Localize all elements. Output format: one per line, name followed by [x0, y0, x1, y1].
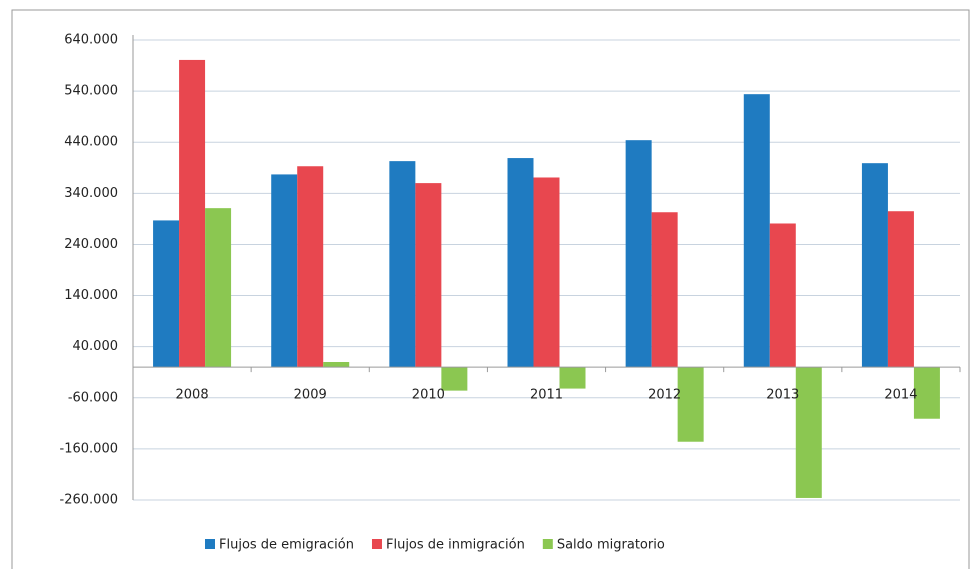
y-tick-label: -160.000 [60, 441, 118, 456]
bar [861, 163, 888, 368]
y-tick-label: 640.000 [64, 33, 118, 48]
x-tick-label: 2008 [176, 388, 209, 403]
y-tick-label: 340.000 [64, 186, 118, 201]
bar [271, 174, 298, 368]
bar [441, 367, 468, 391]
bar [625, 140, 652, 368]
y-tick-label: 540.000 [64, 84, 118, 99]
bar [651, 212, 678, 368]
y-tick-label: -260.000 [60, 493, 118, 508]
y-tick-label: 240.000 [64, 237, 118, 252]
bar [389, 161, 416, 368]
bar [415, 183, 442, 368]
x-tick-label: 2013 [766, 388, 799, 403]
x-tick-label: 2012 [648, 388, 681, 403]
bar [913, 367, 940, 419]
bar [179, 59, 206, 368]
x-tick-label: 2014 [884, 388, 917, 403]
bar [297, 166, 324, 368]
y-tick-label: 440.000 [64, 135, 118, 150]
bar [559, 367, 586, 389]
x-tick-label: 2009 [294, 388, 327, 403]
bar [795, 367, 822, 498]
bar [153, 220, 180, 368]
legend-label: Flujos de emigración [219, 538, 354, 553]
bar [887, 211, 914, 368]
bar [323, 362, 350, 368]
x-tick-label: 2011 [530, 388, 563, 403]
legend-label: Saldo migratorio [557, 538, 665, 553]
bar [743, 94, 770, 368]
legend-label: Flujos de inmigración [386, 538, 525, 553]
bar [769, 223, 796, 368]
bar [533, 177, 560, 368]
legend-swatch [205, 539, 215, 549]
bar [677, 367, 704, 442]
y-tick-label: -60.000 [68, 390, 118, 405]
y-tick-label: 40.000 [73, 339, 119, 354]
legend-swatch [371, 539, 382, 549]
y-tick-label: 140.000 [64, 288, 118, 303]
legend-swatch [542, 539, 553, 549]
x-tick-label: 2010 [412, 388, 445, 403]
bar [205, 208, 232, 368]
bar [507, 158, 534, 368]
